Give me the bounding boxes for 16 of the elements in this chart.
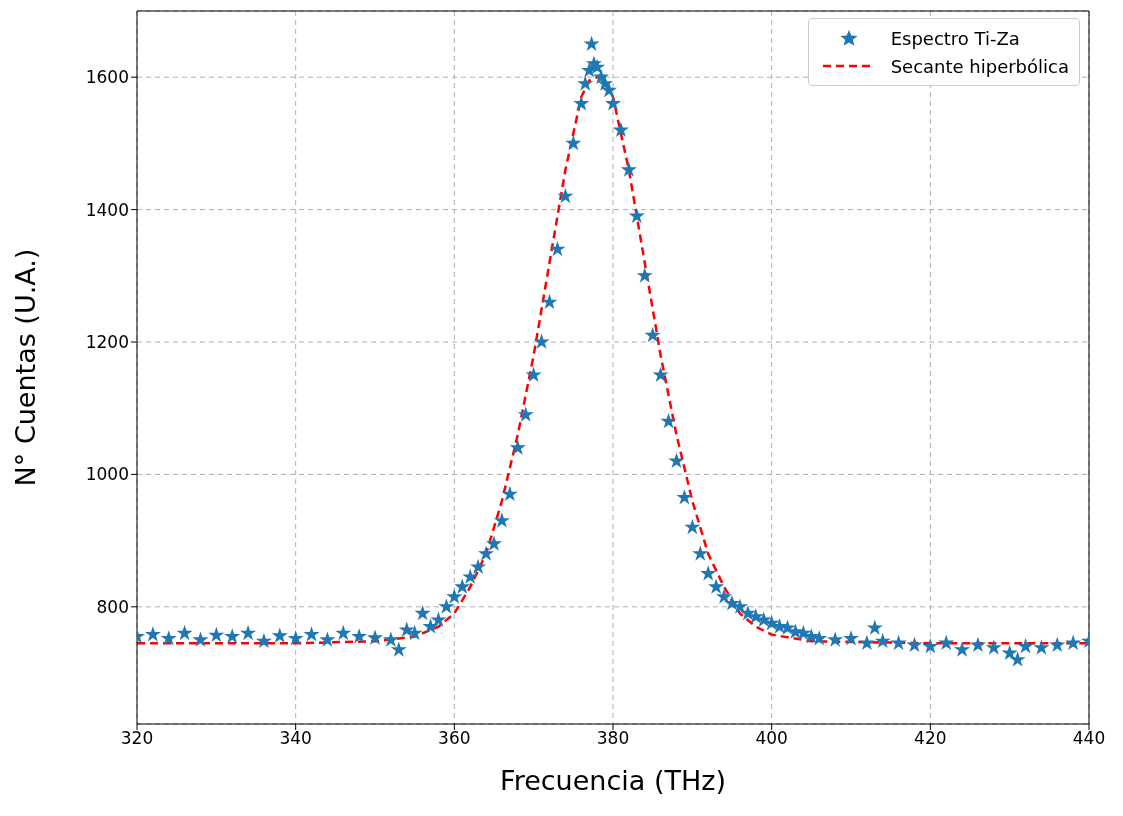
x-tick-label: 320 xyxy=(120,728,154,749)
legend-label: Secante hiperbólica xyxy=(890,55,1069,77)
legend-label: Espectro Ti-Za xyxy=(890,27,1020,49)
x-tick-label: 340 xyxy=(279,728,312,749)
y-axis-title: N° Cuentas (U.A.) xyxy=(9,248,41,487)
x-tick-label: 400 xyxy=(755,728,788,749)
x-tick-label: 420 xyxy=(914,728,947,749)
x-tick-label: 380 xyxy=(596,728,630,749)
y-tick-label: 1400 xyxy=(85,199,129,220)
y-tick-label: 1600 xyxy=(85,67,129,88)
y-tick-label: 800 xyxy=(96,596,129,617)
x-tick-label: 440 xyxy=(1072,728,1106,749)
y-tick-label: 1200 xyxy=(85,332,129,353)
x-tick-label: 360 xyxy=(438,728,471,749)
x-axis-title: Frecuencia (THz) xyxy=(500,765,726,796)
y-tick-label: 1000 xyxy=(85,464,129,485)
